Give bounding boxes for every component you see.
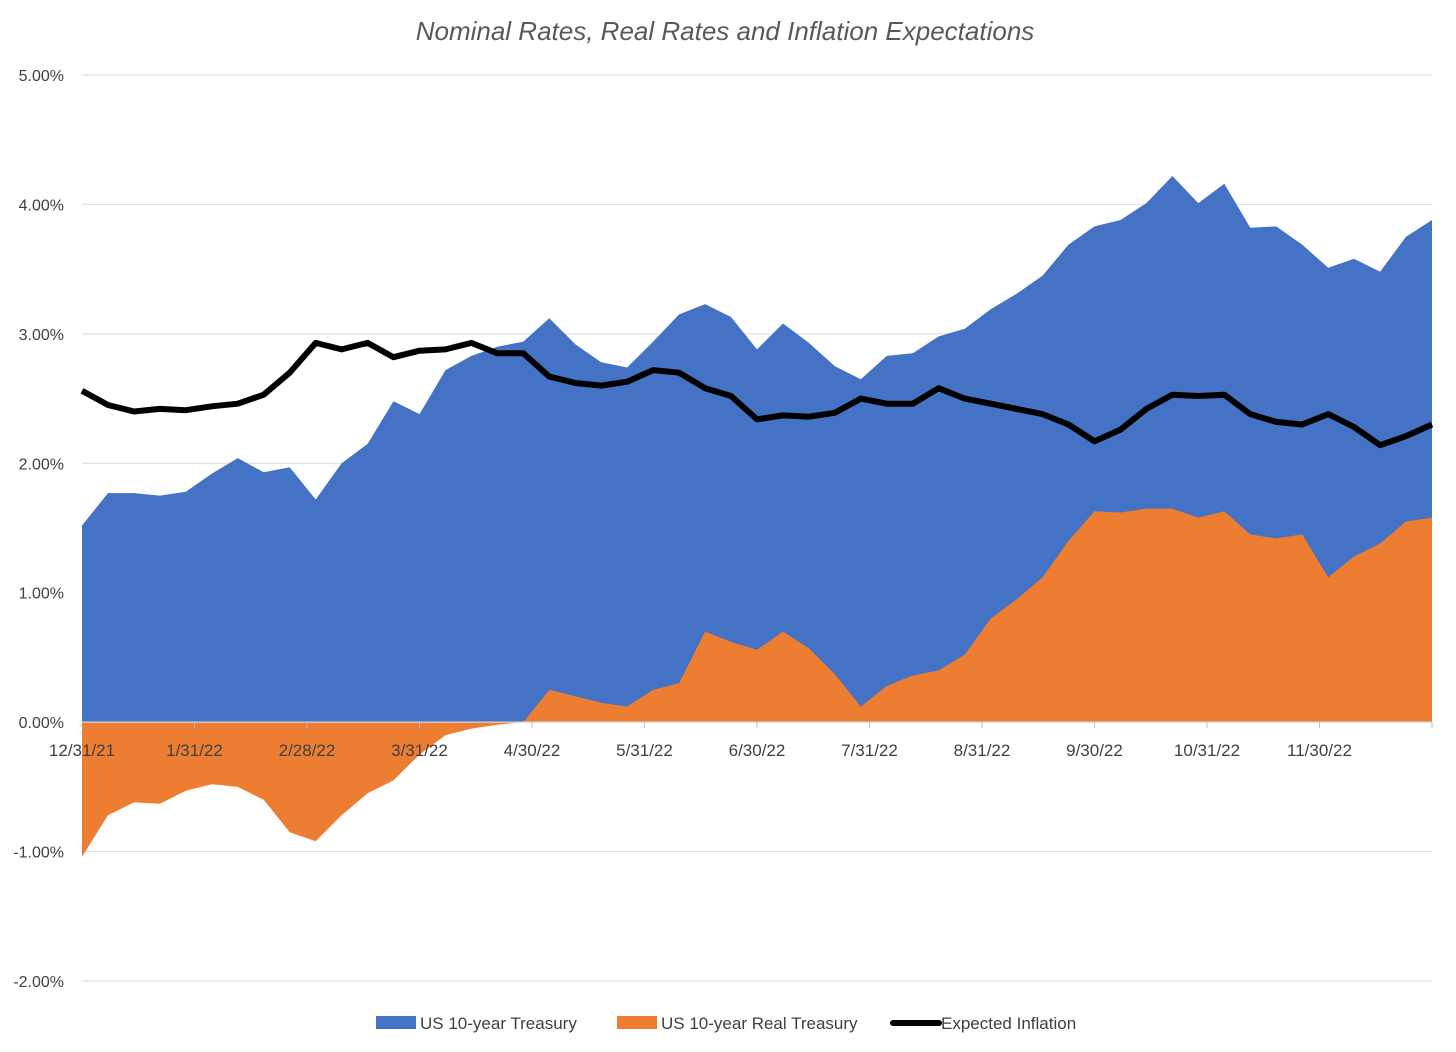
y-tick-label: 0.00% (19, 715, 64, 732)
x-tick-label: 11/30/22 (1287, 741, 1352, 760)
y-tick-label: 2.00% (19, 456, 64, 473)
series-expected-inflation-line (80, 339, 1434, 449)
plot-areas (80, 176, 1434, 857)
x-tick-label: 1/31/22 (166, 741, 223, 760)
x-tick-label: 8/31/22 (954, 741, 1011, 760)
y-axis-tick-labels: -2.00% -1.00% 0.00% 1.00% 2.00% 3.00% 4.00% 5.0… (13, 68, 64, 991)
y-tick-label: 4.00% (19, 197, 64, 214)
x-tick-label: 7/31/22 (841, 741, 898, 760)
x-tick-label: 3/31/22 (391, 741, 448, 760)
legend-swatch-us-10-year-real-treasury (617, 1016, 657, 1029)
x-axis (81, 721, 1433, 729)
y-tick-label: 5.00% (19, 68, 64, 85)
x-tick-label: 4/30/22 (504, 741, 561, 760)
x-tick-label: 10/31/22 (1174, 741, 1240, 760)
x-tick-label: 2/28/22 (279, 741, 336, 760)
legend-label-us-10-year-real-treasury: US 10-year Real Treasury (661, 1014, 858, 1033)
y-tick-label: 1.00% (19, 586, 64, 603)
legend: US 10-year Treasury US 10-year Real Treas… (376, 1014, 1076, 1033)
legend-label-expected-inflation: Expected Inflation (941, 1014, 1076, 1033)
y-tick-label: -2.00% (13, 974, 64, 991)
x-tick-label: 12/31/21 (49, 741, 115, 760)
x-axis-tick-labels: 12/31/21 1/31/22 2/28/22 3/31/22 4/30/22 5/31… (49, 741, 1352, 760)
y-tick-label: 3.00% (19, 327, 64, 344)
y-tick-label: -1.00% (13, 845, 64, 862)
legend-swatch-us-10-year-treasury (376, 1016, 416, 1029)
series-us-10-year-real-treasury-area (82, 508, 1432, 857)
x-tick-label: 9/30/22 (1066, 741, 1123, 760)
chart-title: Nominal Rates, Real Rates and Inflation … (416, 16, 1035, 46)
x-tick-label: 5/31/22 (616, 741, 673, 760)
legend-label-us-10-year-treasury: US 10-year Treasury (420, 1014, 577, 1033)
x-tick-label: 6/30/22 (729, 741, 786, 760)
